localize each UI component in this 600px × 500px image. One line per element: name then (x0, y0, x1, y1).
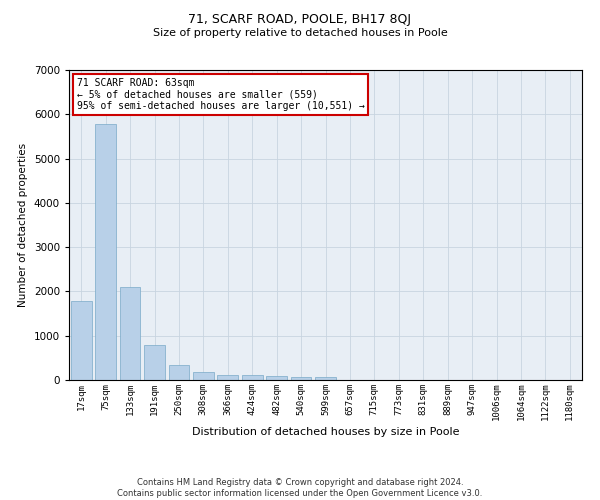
Bar (193, 372, 214, 380)
Bar (144, 344, 165, 380)
Text: 71, SCARF ROAD, POOLE, BH17 8QJ: 71, SCARF ROAD, POOLE, BH17 8QJ (188, 12, 412, 26)
Text: 71 SCARF ROAD: 63sqm
← 5% of detached houses are smaller (559)
95% of semi-detac: 71 SCARF ROAD: 63sqm ← 5% of detached ho… (77, 78, 365, 111)
Bar (315, 377, 336, 380)
Bar (242, 375, 263, 380)
Bar (119, 288, 140, 380)
Y-axis label: Number of detached properties: Number of detached properties (18, 143, 28, 307)
Bar (266, 376, 287, 380)
Text: Contains HM Land Registry data © Crown copyright and database right 2024.
Contai: Contains HM Land Registry data © Crown c… (118, 478, 482, 498)
Bar (290, 376, 311, 380)
Text: Size of property relative to detached houses in Poole: Size of property relative to detached ho… (152, 28, 448, 38)
Bar (217, 374, 238, 380)
Bar (169, 364, 190, 380)
X-axis label: Distribution of detached houses by size in Poole: Distribution of detached houses by size … (192, 428, 459, 438)
Bar (71, 301, 92, 380)
Bar (95, 124, 116, 380)
